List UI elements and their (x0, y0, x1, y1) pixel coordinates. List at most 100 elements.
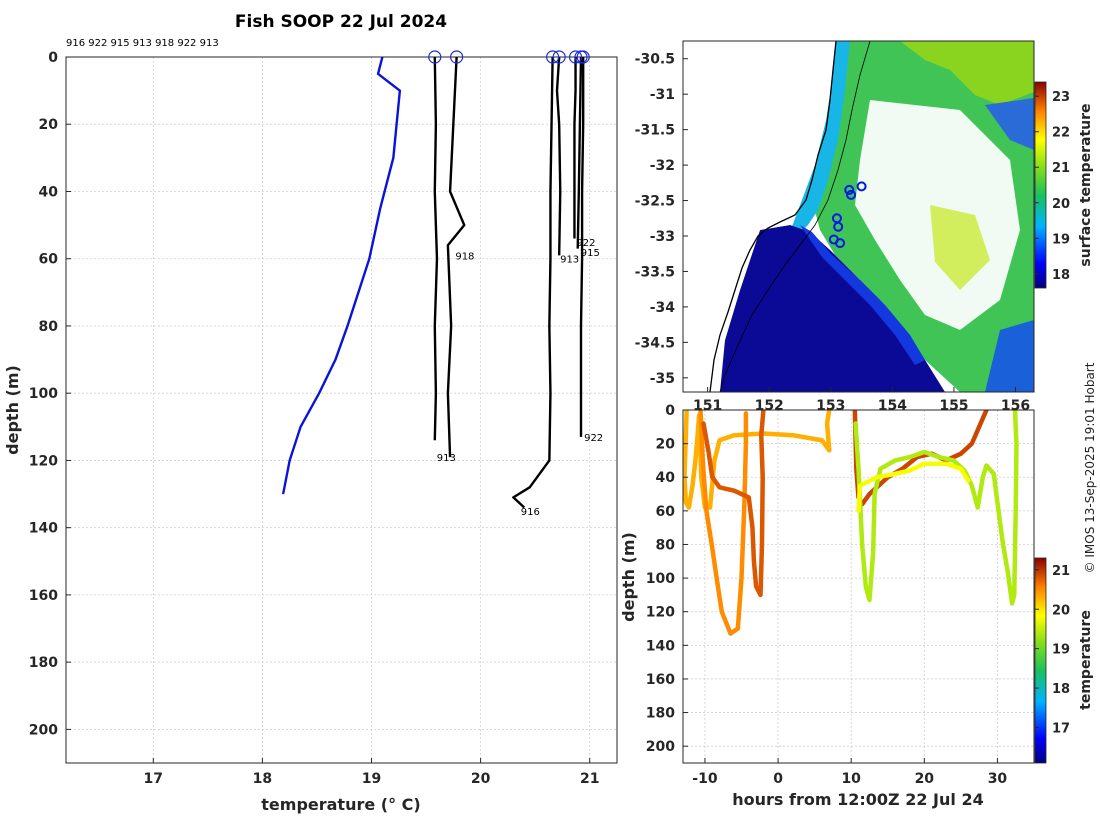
map-coastal-cyan-band (790, 41, 850, 235)
map-land (683, 41, 836, 392)
map-colorbar-tick-label: 23 (1052, 90, 1070, 105)
profile-y-tick-label: 120 (29, 453, 58, 469)
profile-line-916 (512, 57, 554, 509)
map-y-tick-label: -31 (650, 87, 675, 103)
map-shelf-contour (719, 41, 871, 392)
map-warm-patch-north (900, 41, 1034, 105)
map-y-tick-label: -33 (650, 229, 675, 245)
map-x-tick-label: 152 (755, 398, 784, 414)
profile-id-label-915: 915 (581, 248, 600, 259)
climatology-line (281, 57, 402, 495)
profile-surface-marker-913 (428, 50, 442, 64)
timeseries-x-tick-label: -10 (692, 771, 718, 787)
timeseries-y-tick-label: 120 (646, 605, 675, 621)
timeseries-x-tick-label: 30 (988, 771, 1008, 787)
profile-id-label-918: 918 (455, 251, 474, 262)
timeseries-x-tick-label: 20 (915, 771, 935, 787)
map-y-tick-label: -33.5 (635, 264, 675, 280)
profile-id-label-922: 922 (576, 238, 595, 249)
profile-line-922 (579, 57, 585, 437)
profile-x-tick-label: 19 (362, 771, 381, 787)
map-station-markers (828, 181, 867, 249)
map-y-tick-label: -32 (650, 158, 675, 174)
timeseries-tracks (683, 410, 1019, 636)
profile-y-ticks: 0 20 40 60 80 100 120 140 160 180 200 (29, 50, 71, 738)
profile-grid (66, 56, 617, 763)
timeseries-y-tick-label: 140 (646, 638, 675, 654)
profile-header-ids: 916 922 915 913 918 922 913 (66, 38, 219, 49)
profile-y-tick-label: 180 (29, 655, 58, 671)
profile-lines (281, 57, 585, 509)
profile-surface-markers (428, 50, 590, 64)
map-colorbar (1034, 81, 1047, 289)
timeseries-y-tick-label: 80 (656, 537, 676, 553)
map-x-tick-label: 151 (693, 398, 722, 414)
timeseries-x-ticks: -10 0 10 20 30 (692, 758, 1007, 787)
profile-x-tick-label: 18 (253, 771, 272, 787)
profile-y-tick-label: 80 (39, 319, 59, 335)
timeseries-colorbar-tick-label: 17 (1052, 722, 1070, 737)
map-y-tick-label: -34 (650, 300, 676, 316)
timeseries-x-tick-label: 0 (773, 771, 783, 787)
timeseries-colorbar-tick-label: 20 (1052, 603, 1070, 618)
map-cold-water (720, 225, 945, 392)
timeseries-x-tick-label: 10 (841, 771, 861, 787)
map-colorbar-tick-label: 20 (1052, 197, 1070, 212)
profile-x-ticks: 17 18 19 20 21 (144, 758, 599, 787)
profile-y-tick-label: 40 (39, 184, 59, 200)
map-area (683, 41, 1034, 392)
timeseries-y-tick-label: 180 (646, 706, 675, 722)
map-yellow-patch (930, 205, 990, 290)
map-front-blue (800, 225, 925, 365)
map-axes-frame (682, 40, 1035, 393)
profile-surface-marker-922 (568, 50, 583, 64)
profile-y-tick-label: 0 (48, 50, 58, 66)
map-station-marker (856, 181, 867, 192)
profile-y-tick-label: 140 (29, 521, 58, 537)
profile-y-axis-label: depth (m) (3, 365, 22, 455)
map-colorbar-tick-label: 22 (1052, 126, 1070, 141)
profile-surface-marker-918 (450, 50, 464, 64)
map-y-ticks: -30.5 -31 -31.5 -32 -32.5 -33 -33.5 -34 -34.5 -35 (635, 52, 688, 387)
profile-y-tick-label: 20 (39, 117, 59, 133)
profile-surface-marker-913 (552, 50, 566, 64)
map-cold-patch-southeast (985, 320, 1034, 392)
profile-line-913 (555, 57, 562, 256)
profile-line-913 (433, 57, 439, 441)
timeseries-x-axis-label: hours from 12:00Z 22 Jul 24 (732, 790, 983, 809)
timeseries-track-5 (856, 461, 971, 514)
timeseries-y-ticks: 0 20 40 60 80 100 120 140 160 180 200 (646, 403, 688, 755)
timeseries-y-tick-label: 200 (646, 739, 675, 755)
profile-y-tick-label: 60 (39, 252, 59, 268)
profile-line-915 (576, 57, 583, 249)
map-y-tick-label: -31.5 (635, 123, 675, 139)
map-station-marker (833, 221, 844, 232)
timeseries-y-tick-label: 60 (656, 504, 676, 520)
profile-axes-frame (65, 56, 618, 764)
profile-line-922 (573, 57, 577, 239)
map-colorbar-tick-label: 19 (1052, 232, 1070, 247)
timeseries-colorbar-tick-label: 19 (1052, 643, 1070, 658)
map-cold-eddy-east (985, 98, 1034, 150)
profile-id-label-916: 916 (521, 507, 540, 518)
map-colorbar-label: surface temperature (1078, 103, 1094, 266)
profile-surface-marker-922 (576, 50, 590, 64)
map-colorbar-tick-label: 18 (1052, 268, 1070, 283)
map-coastline (709, 41, 837, 392)
timeseries-y-tick-label: 40 (656, 470, 676, 486)
timeseries-colorbar (1034, 557, 1047, 764)
timeseries-y-tick-label: 0 (665, 403, 675, 419)
profile-y-tick-label: 100 (29, 386, 58, 402)
timeseries-track-4 (853, 410, 1019, 606)
timeseries-y-tick-label: 20 (656, 437, 676, 453)
profile-x-axis-label: temperature (° C) (261, 795, 420, 814)
timeseries-track-2 (701, 410, 766, 598)
timeseries-track-1 (698, 410, 749, 636)
map-station-marker (846, 189, 857, 200)
timeseries-colorbar-tick-label: 18 (1052, 682, 1070, 697)
map-y-tick-label: -35 (650, 371, 675, 387)
timeseries-y-axis-label: depth (m) (619, 532, 638, 622)
map-colorbar-tick-label: 21 (1052, 161, 1070, 176)
